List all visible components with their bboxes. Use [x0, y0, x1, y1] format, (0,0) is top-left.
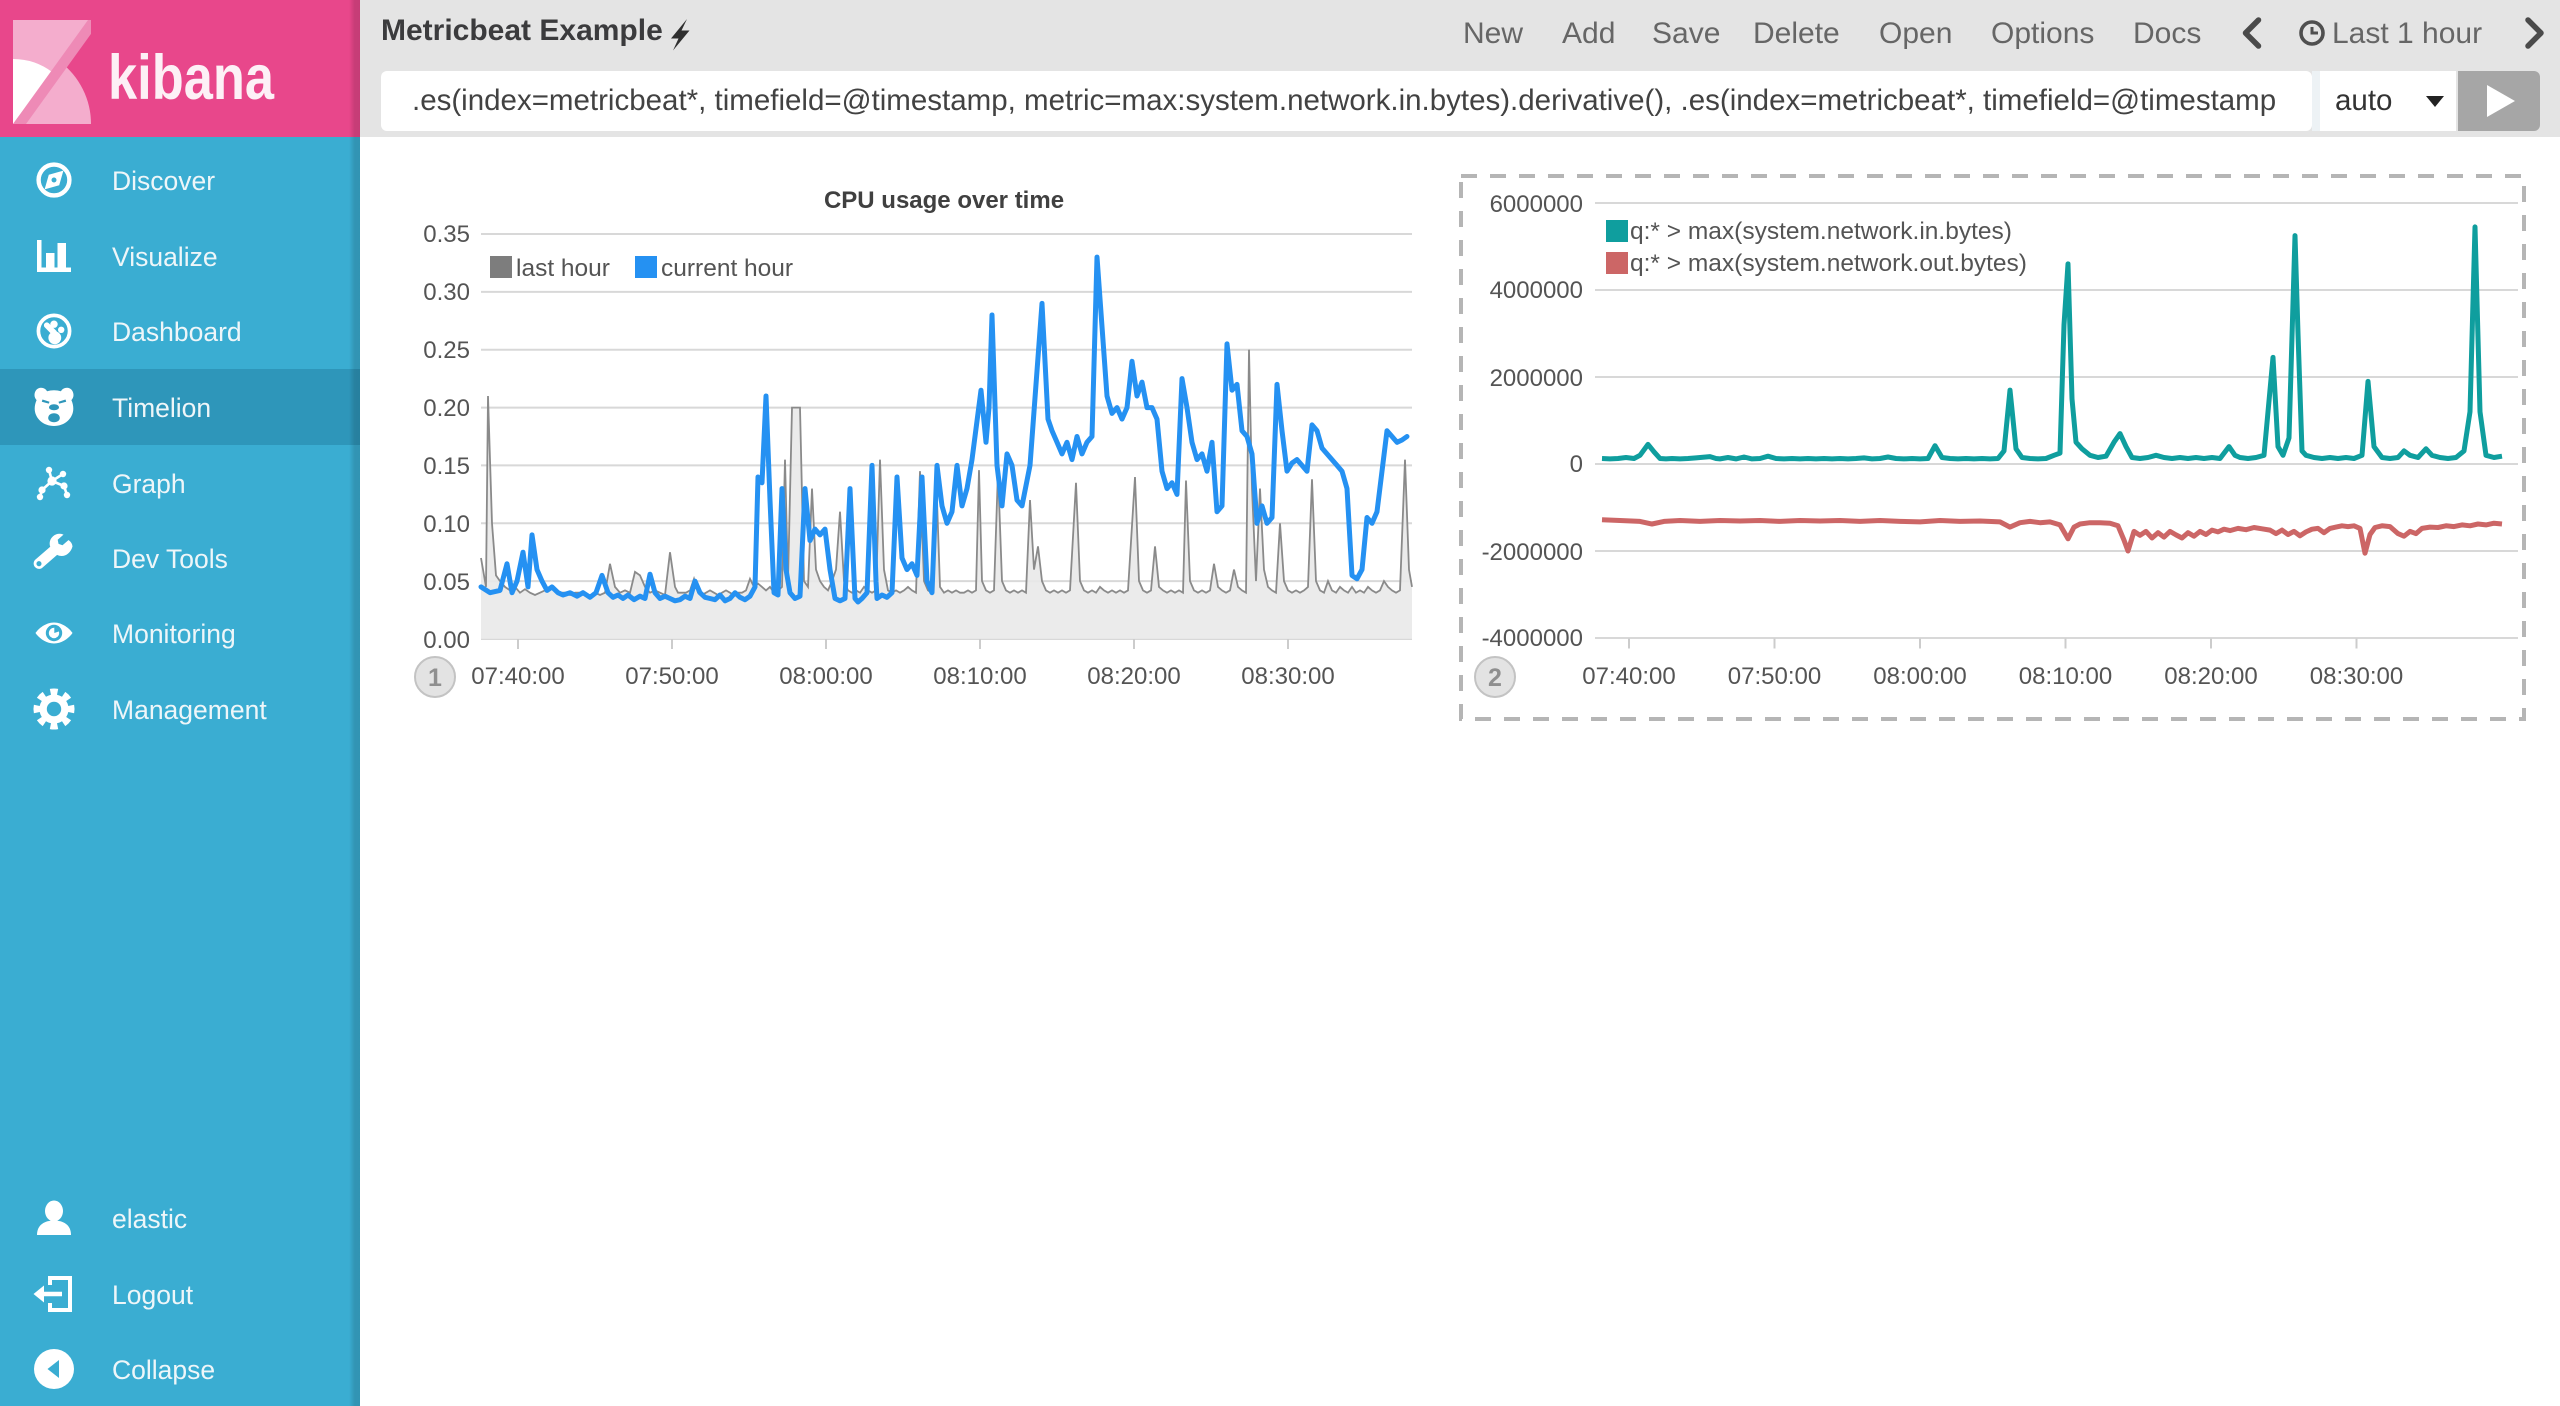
svg-text:current hour: current hour — [661, 255, 793, 282]
svg-text:08:30:00: 08:30:00 — [1241, 663, 1334, 690]
svg-text:elastic: elastic — [112, 1204, 187, 1234]
svg-text:Timelion: Timelion — [112, 393, 211, 423]
svg-text:2000000: 2000000 — [1490, 365, 1583, 392]
svg-text:0.05: 0.05 — [423, 569, 470, 596]
svg-text:0.15: 0.15 — [423, 453, 470, 480]
svg-text:0: 0 — [1570, 451, 1583, 478]
svg-text:4000000: 4000000 — [1490, 277, 1583, 304]
svg-text:0.30: 0.30 — [423, 279, 470, 306]
svg-text:08:20:00: 08:20:00 — [2164, 663, 2257, 690]
svg-text:Management: Management — [112, 695, 267, 725]
svg-text:1: 1 — [428, 664, 442, 692]
svg-text:08:10:00: 08:10:00 — [933, 663, 1026, 690]
svg-text:-2000000: -2000000 — [1482, 539, 1583, 566]
svg-text:q:* > max(system.network.in.by: q:* > max(system.network.in.bytes) — [1630, 218, 2012, 245]
svg-text:08:00:00: 08:00:00 — [1873, 663, 1966, 690]
svg-text:Graph: Graph — [112, 469, 186, 499]
svg-text:Discover: Discover — [112, 166, 215, 196]
svg-text:0.20: 0.20 — [423, 395, 470, 422]
svg-text:kibana: kibana — [108, 43, 275, 113]
svg-text:0.25: 0.25 — [423, 337, 470, 364]
svg-text:2: 2 — [1488, 664, 1502, 692]
svg-text:07:50:00: 07:50:00 — [625, 663, 718, 690]
svg-text:Dashboard: Dashboard — [112, 317, 242, 347]
svg-text:07:40:00: 07:40:00 — [471, 663, 564, 690]
svg-text:08:10:00: 08:10:00 — [2019, 663, 2112, 690]
svg-text:0.35: 0.35 — [423, 221, 470, 248]
svg-text:08:20:00: 08:20:00 — [1087, 663, 1180, 690]
svg-text:Visualize: Visualize — [112, 242, 218, 272]
svg-text:0.00: 0.00 — [423, 627, 470, 654]
svg-text:0.10: 0.10 — [423, 511, 470, 538]
svg-text:Dev Tools: Dev Tools — [112, 544, 228, 574]
svg-text:Logout: Logout — [112, 1280, 194, 1310]
svg-text:08:00:00: 08:00:00 — [779, 663, 872, 690]
svg-text:6000000: 6000000 — [1490, 191, 1583, 218]
svg-text:08:30:00: 08:30:00 — [2310, 663, 2403, 690]
svg-text:last hour: last hour — [516, 255, 610, 282]
svg-text:Monitoring: Monitoring — [112, 619, 236, 649]
svg-text:q:* > max(system.network.out.b: q:* > max(system.network.out.bytes) — [1630, 250, 2027, 277]
svg-text:07:50:00: 07:50:00 — [1728, 663, 1821, 690]
svg-text:Collapse: Collapse — [112, 1355, 215, 1385]
svg-text:CPU usage over time: CPU usage over time — [824, 187, 1064, 214]
svg-text:-4000000: -4000000 — [1482, 625, 1583, 652]
svg-text:07:40:00: 07:40:00 — [1582, 663, 1675, 690]
